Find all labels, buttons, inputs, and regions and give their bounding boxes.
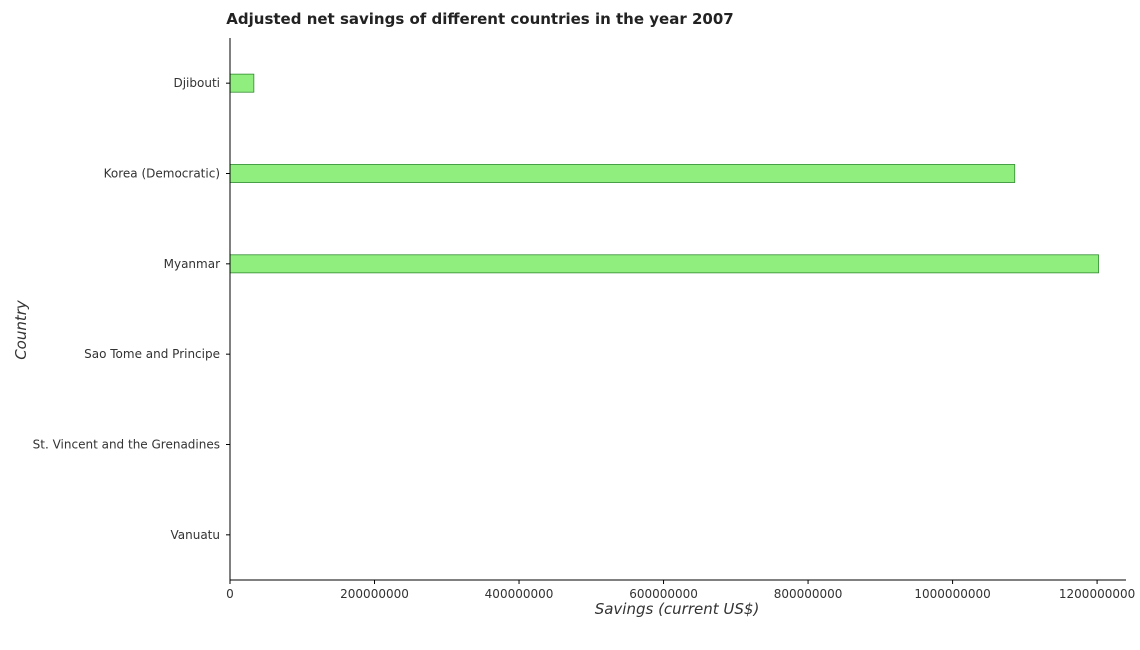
bar-myanmar: [229, 254, 1099, 274]
y-axis-label: Country: [12, 299, 30, 360]
x-tick-label: 0: [226, 587, 234, 601]
x-tick-label: 800000000: [774, 587, 843, 601]
x-axis-label: Savings (current US$): [595, 600, 760, 618]
chart-title: Adjusted net savings of different countr…: [226, 10, 733, 28]
y-tick-label: Sao Tome and Principe: [84, 347, 220, 361]
x-tick-label: 400000000: [485, 587, 554, 601]
bar-korea-democratic: [229, 164, 1016, 183]
y-tick-label: St. Vincent and the Grenadines: [33, 438, 220, 452]
y-axis-ticks: Djibouti Korea (Democratic) Myanmar Sao Tom…: [33, 76, 230, 542]
x-tick-label: 200000000: [340, 587, 409, 601]
plot-area: [229, 73, 1099, 274]
bar-djibouti: [229, 73, 255, 93]
x-tick-label: 1000000000: [914, 587, 990, 601]
y-tick-label: Vanuatu: [170, 528, 220, 542]
y-tick-label: Djibouti: [173, 76, 220, 90]
x-tick-label: 600000000: [629, 587, 698, 601]
x-axis-ticks: 0 200000000 400000000 600000000 800000000 100…: [226, 580, 1135, 601]
y-tick-label: Korea (Democratic): [104, 167, 220, 181]
y-tick-label: Myanmar: [164, 257, 220, 271]
x-tick-label: 1200000000: [1059, 587, 1135, 601]
